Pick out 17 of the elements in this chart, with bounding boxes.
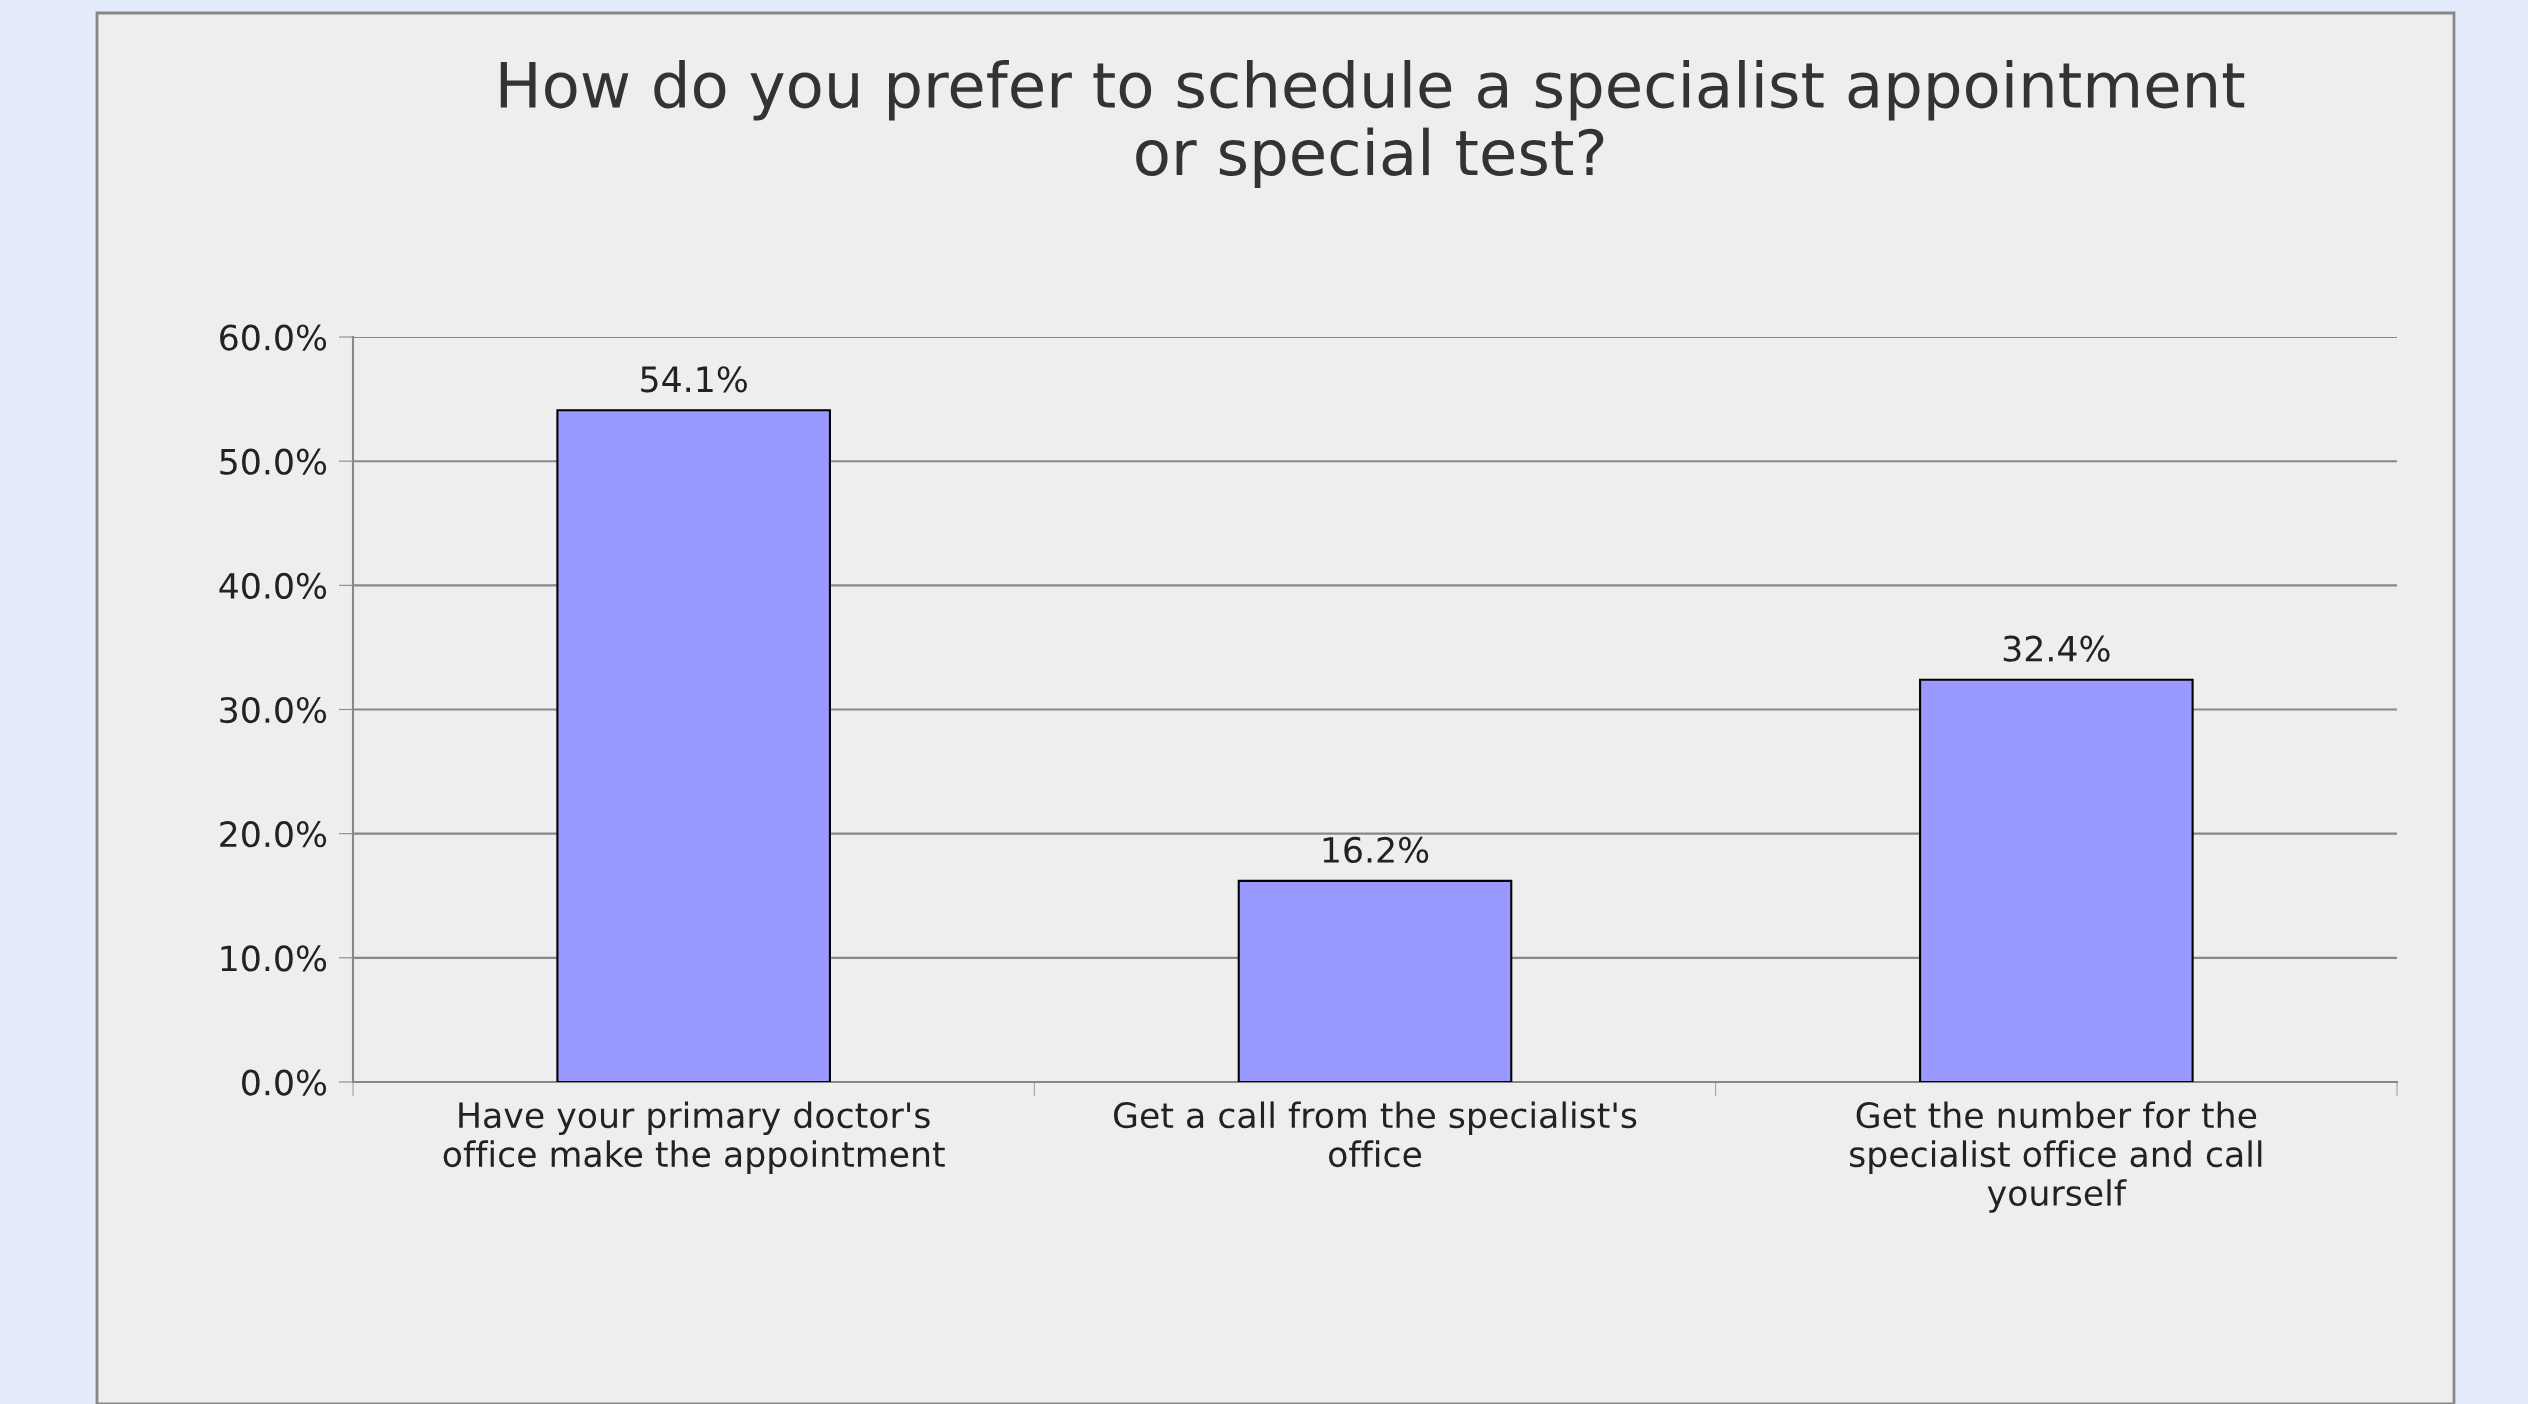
y-tick-label: 60.0% bbox=[220, 324, 327, 351]
data-label: 32.4% bbox=[2003, 635, 2110, 662]
x-tick-label: Get a call from the specialist's office bbox=[1114, 1101, 1637, 1168]
y-tick-label: 50.0% bbox=[220, 448, 327, 475]
y-tick-label: 10.0% bbox=[221, 945, 327, 972]
data-label: 54.1% bbox=[641, 366, 747, 393]
y-tick-label: 40.0% bbox=[219, 572, 327, 600]
bar bbox=[1237, 879, 1513, 1082]
chart-title: How do you prefer to schedule a specialist appointment or special test? bbox=[500, 60, 2245, 189]
data-label: 16.2% bbox=[1323, 836, 1429, 864]
bar bbox=[1919, 678, 2194, 1082]
y-tick-label: 30.0% bbox=[220, 696, 327, 724]
x-tick-label: Get the number for the specialist office and call yourself bbox=[1850, 1101, 2262, 1213]
y-tick-label: 0.0% bbox=[242, 1069, 327, 1096]
bar bbox=[556, 409, 831, 1082]
y-tick-label: 20.0% bbox=[220, 821, 327, 848]
x-tick-label: Have your primary doctor's office make the appointment bbox=[443, 1101, 945, 1174]
